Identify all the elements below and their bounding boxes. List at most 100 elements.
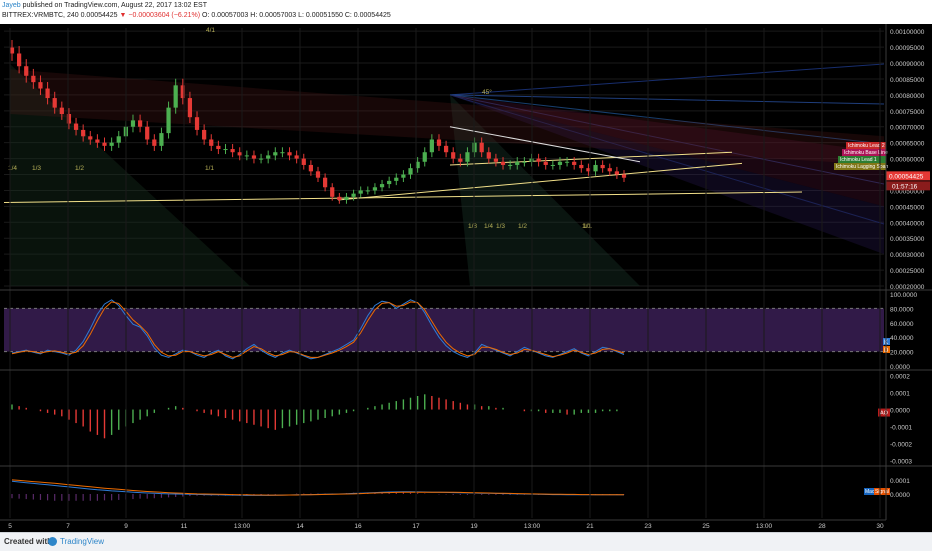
fan-label: 1/4: [8, 165, 17, 172]
down-arrow-icon: ▼: [119, 12, 127, 19]
ao-tick-label: 0.0001: [890, 391, 910, 398]
gann-fan-line: [449, 94, 885, 105]
time-tick-label: 5: [8, 523, 12, 530]
candle-body: [344, 196, 349, 200]
candle-body: [244, 155, 249, 157]
candle-body: [443, 145, 449, 153]
price-tick-label: 0.00025000: [890, 268, 925, 275]
symbol-label: BITTREX:VRMBTC, 240: [2, 12, 79, 19]
candle-body: [557, 161, 563, 165]
time-tick-label: 21: [586, 523, 594, 530]
gann-fan-line: [449, 94, 885, 145]
candle-body: [59, 107, 64, 114]
candle-body: [180, 85, 185, 99]
countdown-marker: [886, 181, 930, 191]
price-tick-label: 0.00090000: [890, 61, 925, 68]
price-tick-label: 0.00020000: [890, 284, 925, 291]
indicator-badge-label: Ichimoku Lead 1: [840, 157, 877, 163]
candle-body: [294, 155, 299, 159]
candle-body: [137, 120, 143, 127]
candle-body: [522, 161, 527, 163]
price-tick-label: 0.00085000: [890, 77, 925, 84]
candle-body: [351, 193, 356, 197]
stoch-tick-label: 20.0000: [890, 350, 914, 357]
candle-body: [202, 129, 207, 140]
macd-pane[interactable]: 0.0001 0.0000 Mac Signal: [11, 478, 910, 501]
fan-label: 1/3: [32, 165, 41, 172]
candle-body: [337, 196, 342, 200]
time-tick-label: 28: [818, 523, 826, 530]
candle-body: [266, 155, 271, 159]
candle-body: [315, 171, 321, 178]
price-tick-label: 0.00030000: [890, 252, 925, 259]
tradingview-logo-icon: [48, 537, 57, 546]
gann-fan-line: [449, 94, 885, 185]
candle-body: [365, 190, 370, 192]
macd-badge-label: Mac: [865, 489, 875, 495]
candle-body: [458, 158, 463, 162]
candle-body: [102, 142, 107, 146]
chart-header: Jayeb published on TradingView.com, Augu…: [0, 0, 932, 24]
candle-body: [287, 152, 292, 156]
time-tick-label: 7: [66, 523, 70, 530]
candle-body: [145, 126, 150, 140]
candle-body: [586, 168, 591, 172]
candle-body: [216, 145, 221, 150]
candle-body: [194, 117, 200, 130]
candle-body: [387, 180, 392, 185]
fan-label: 1/4: [484, 223, 493, 230]
stoch-tick-label: 60.0000: [890, 321, 914, 328]
fan-label: 1/3: [496, 223, 505, 230]
stochastic-pane[interactable]: 100.0000 80.0000 60.0000 40.0000 20.0000 0.00…: [4, 292, 917, 371]
candle-body: [166, 107, 171, 134]
macd-tick-label: 0.0000: [890, 492, 910, 499]
ao-badge: [878, 408, 890, 417]
candle-body: [9, 47, 15, 54]
tradingview-link[interactable]: TradingView: [60, 537, 105, 546]
candle-body: [614, 171, 619, 175]
chart-canvas[interactable]: 0.00100000 0.00095000 0.00090000 0.00085000…: [0, 24, 932, 532]
fan-band: [450, 94, 884, 255]
candle-body: [408, 168, 413, 175]
candle-body: [323, 177, 328, 188]
stoch-tick-label: 80.0000: [890, 306, 914, 313]
candle-body: [451, 152, 456, 159]
awesome-oscillator-pane[interactable]: 0.0002 0.0001 0.0000 -0.0001 -0.0002 -0.0003 A…: [11, 374, 912, 466]
ao-tick-label: 0.0000: [890, 408, 910, 415]
candle-body: [17, 53, 22, 67]
candle-body: [95, 139, 100, 143]
price-tick-label: 0.00035000: [890, 236, 925, 243]
ao-tick-label: -0.0001: [890, 424, 912, 431]
candle-body: [280, 152, 285, 154]
time-axis[interactable]: 5 7 9 11 13:00 14 16 17 19 13:00 21 23 25 13:00 28 30: [0, 28, 886, 530]
candle-body: [258, 158, 264, 160]
fan-label: 45°: [482, 88, 492, 96]
candle-body: [579, 164, 584, 169]
publish-line: Jayeb published on TradingView.com, Augu…: [2, 2, 207, 9]
stoch-tick-label: 0.0000: [890, 364, 910, 371]
candle-body: [472, 142, 477, 153]
trend-line: [3, 191, 803, 204]
time-tick-label: 30: [876, 523, 884, 530]
candle-body: [159, 133, 164, 146]
stoch-tick-label: 100.0000: [890, 292, 917, 299]
candle-body: [38, 82, 43, 89]
price-tick-label: 0.00080000: [890, 93, 925, 100]
last-price-marker: [886, 171, 930, 181]
candle-body: [536, 158, 541, 162]
gann-fan-line: [449, 94, 885, 225]
candle-body: [529, 158, 534, 162]
price-pane[interactable]: 0.00100000 0.00095000 0.00090000 0.00085000…: [3, 27, 930, 291]
candle-body: [550, 164, 555, 166]
footer-bar: Created with TradingView: [0, 532, 932, 551]
candle-body: [564, 161, 570, 163]
author-link[interactable]: Jayeb: [2, 2, 21, 9]
candle-body: [330, 187, 335, 197]
indicator-badge: [842, 149, 886, 156]
macd-badge: [864, 488, 874, 495]
candle-body: [394, 177, 399, 181]
candle-body: [73, 123, 79, 130]
candle-body: [543, 161, 548, 165]
fan-label: 1/2: [75, 165, 84, 172]
